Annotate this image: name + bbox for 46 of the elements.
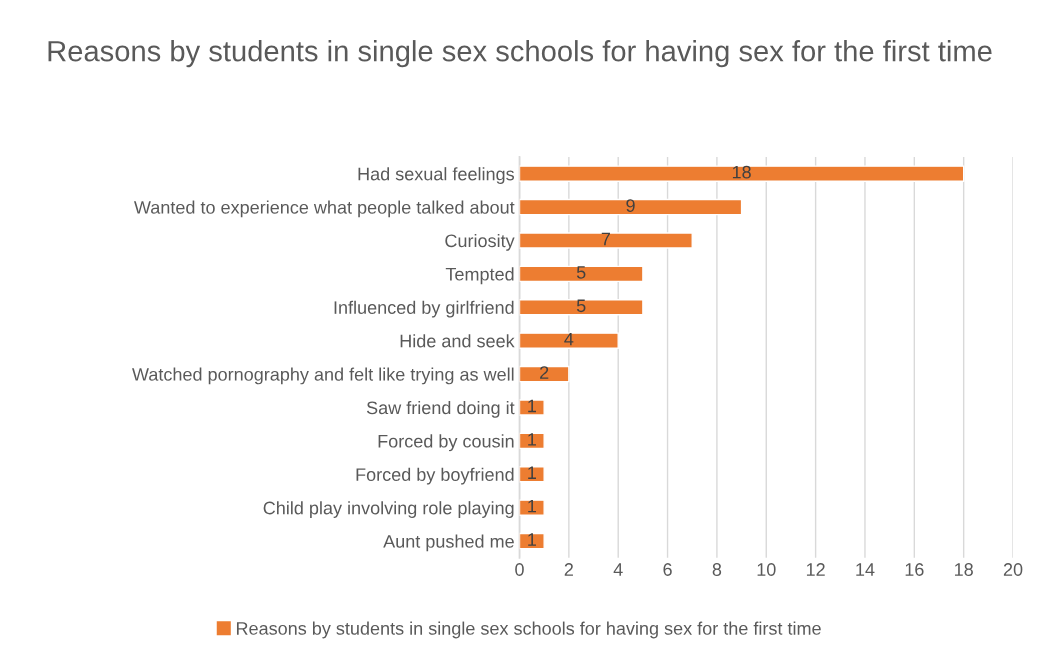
bar [519, 198, 743, 216]
x-tick-label: 12 [806, 563, 825, 576]
x-tick-label: 8 [712, 563, 722, 576]
x-tick-label: 2 [564, 563, 573, 576]
data-label: 18 [732, 165, 751, 179]
y-tick-label: Influenced by girlfriend [334, 300, 514, 318]
y-tick-label: Forced by cousin [378, 434, 514, 452]
x-tick-label: 20 [1003, 563, 1023, 576]
data-label: 2 [540, 366, 549, 379]
y-tick-label: Curiosity [445, 233, 515, 251]
x-tick-label: 4 [613, 563, 623, 576]
data-label: 1 [528, 433, 536, 446]
y-tick-label: Child play involving role playing [263, 501, 514, 518]
y-tick-label: Saw friend doing it [366, 400, 515, 418]
bar [519, 265, 644, 283]
x-tick-label: 10 [757, 563, 776, 576]
data-label: 4 [564, 332, 574, 346]
x-tick-label: 6 [663, 563, 672, 576]
y-tick-label: Forced by boyfriend [356, 467, 514, 485]
data-label: 1 [528, 499, 536, 513]
x-tick-label: 14 [856, 563, 875, 576]
y-tick-label: Watched pornography and felt like trying as well [132, 367, 514, 385]
y-tick-label: Had sexual feelings [358, 167, 514, 184]
data-label: 1 [528, 399, 536, 413]
y-tick-label: Tempted [445, 267, 514, 285]
data-label: 7 [601, 232, 610, 246]
bar [519, 299, 644, 316]
bar [519, 165, 965, 182]
x-tick-label: 0 [515, 563, 524, 576]
bar [519, 232, 693, 249]
data-label: 5 [576, 266, 586, 279]
data-label: 9 [626, 199, 635, 212]
y-tick-label: Aunt pushed me [383, 534, 514, 552]
data-label: 1 [528, 466, 536, 479]
y-tick-label: Hide and seek [400, 334, 515, 348]
legend-label: Reasons by students in single sex schools for having sex for the first time [236, 621, 821, 639]
bar [519, 499, 545, 516]
data-label: 1 [528, 533, 536, 546]
x-tick-label: 16 [905, 563, 924, 576]
x-tick-label: 18 [955, 563, 973, 576]
chart-title: Reasons by students in single sex schools for having sex for the first time [48, 40, 992, 68]
bar [519, 365, 570, 383]
bar [519, 332, 619, 349]
bar [519, 399, 545, 416]
y-tick-label: Wanted to experience what people talked about [133, 200, 515, 218]
data-label: 5 [576, 299, 586, 313]
